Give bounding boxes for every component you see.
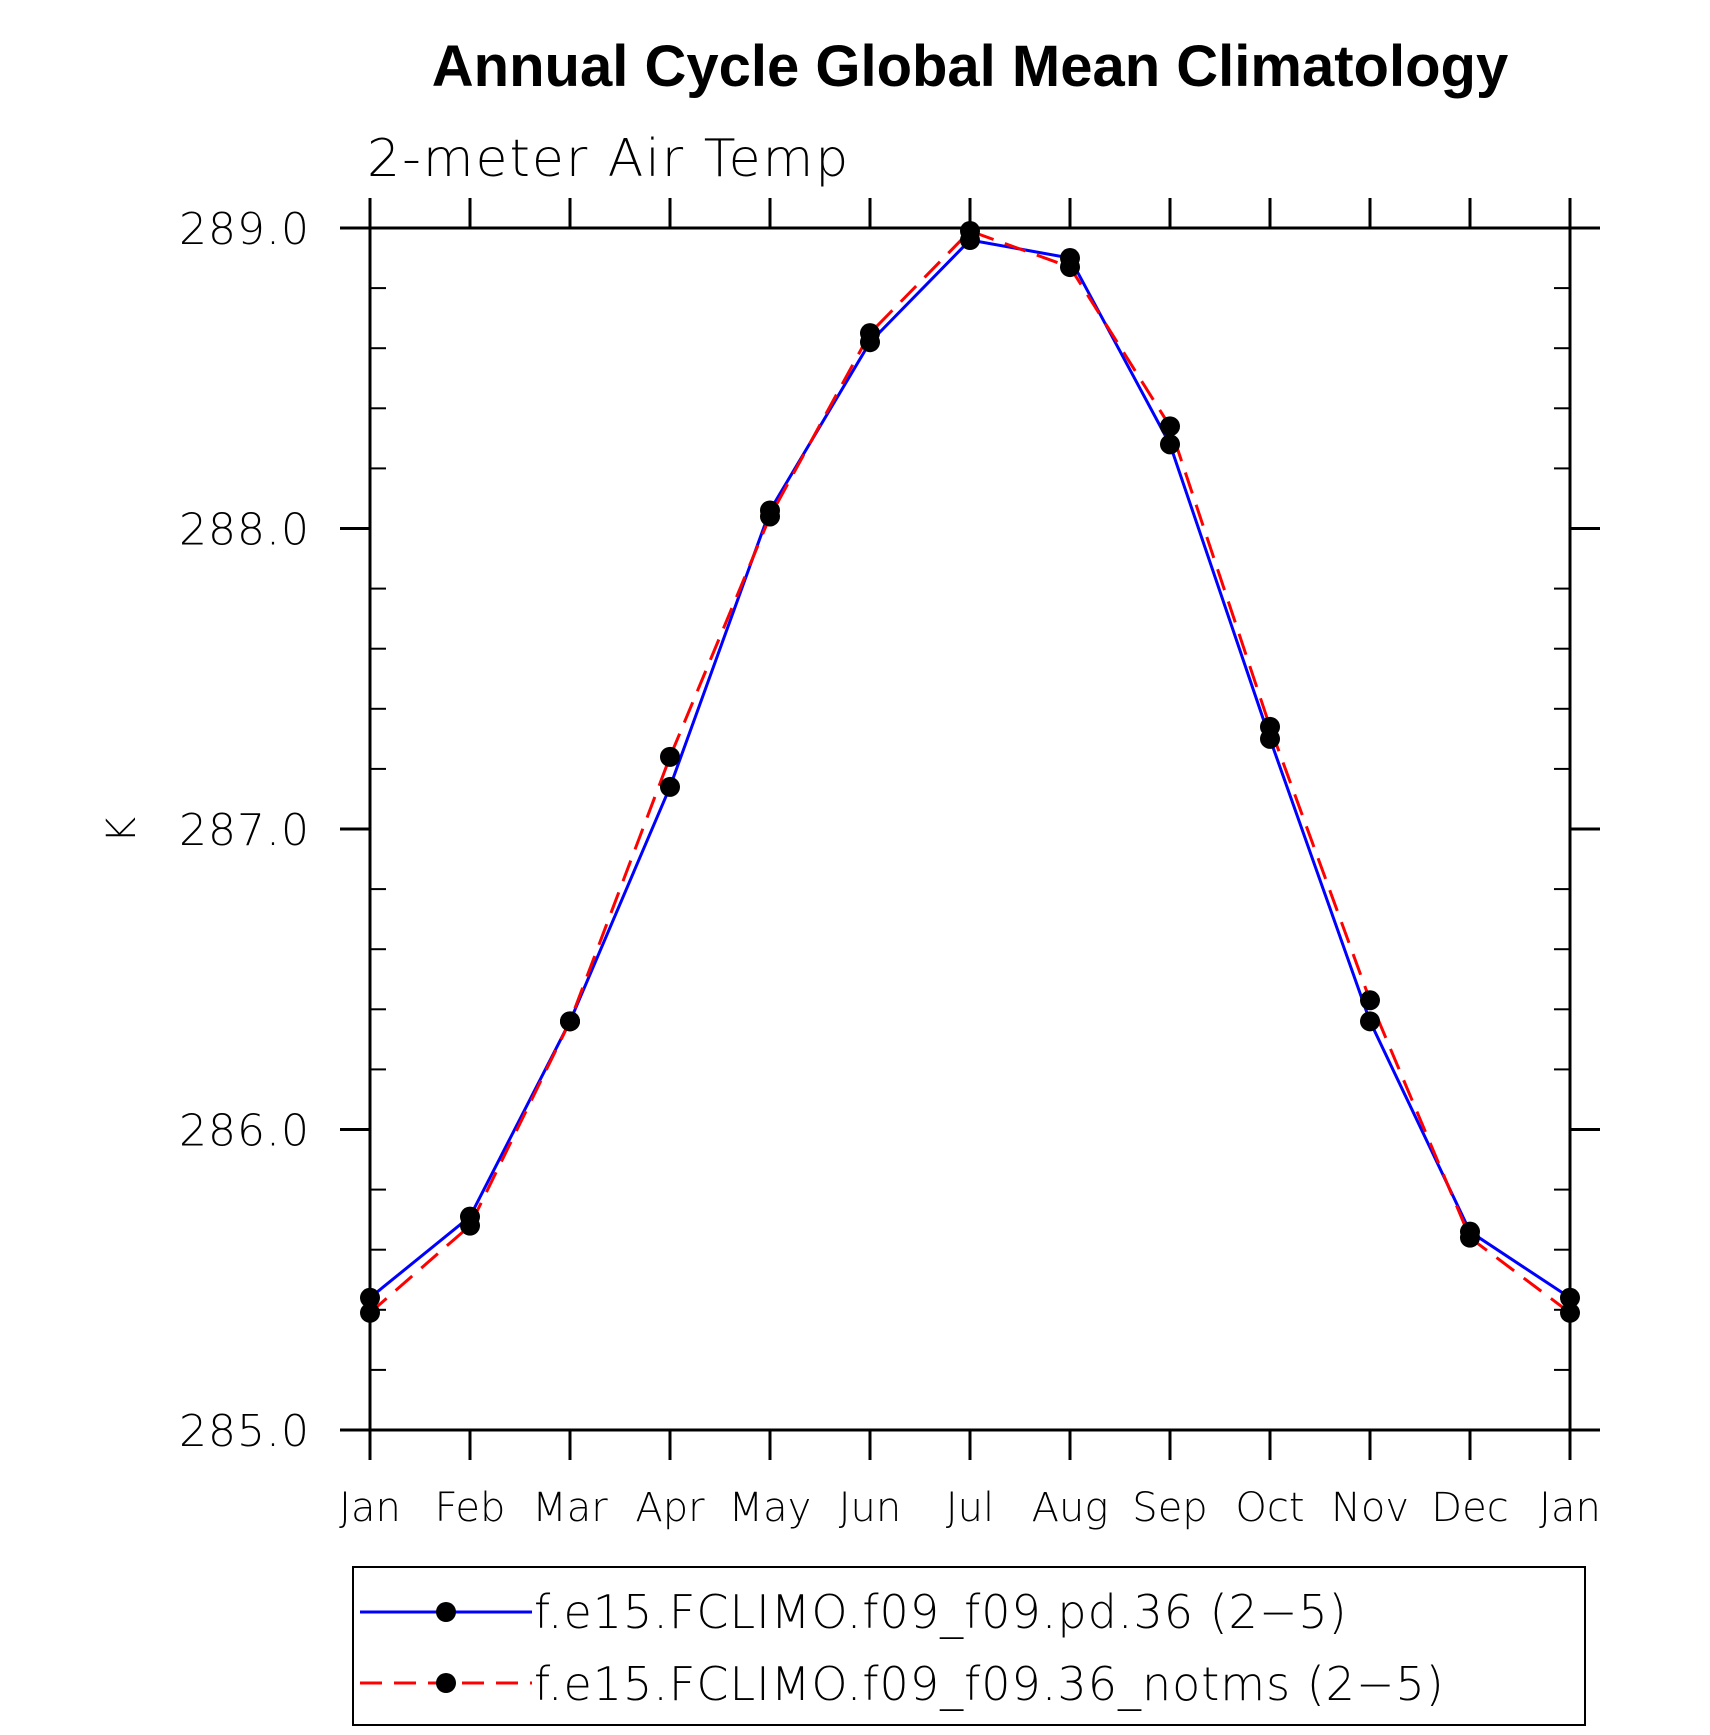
x-tick-label: Nov bbox=[1331, 1485, 1409, 1531]
y-tick-label: 286.0 bbox=[179, 1106, 310, 1157]
x-tick-label: Jan bbox=[1539, 1485, 1601, 1531]
x-tick-label: Oct bbox=[1235, 1485, 1304, 1531]
y-tick-label: 287.0 bbox=[179, 805, 310, 856]
legend-label-series-2: f.e15.FCLIMO.f09_f09.36_notms (2−5) bbox=[534, 1657, 1445, 1711]
legend-label-series-1: f.e15.FCLIMO.f09_f09.pd.36 (2−5) bbox=[534, 1585, 1348, 1639]
chart-subtitle: 2-meter Air Temp bbox=[367, 129, 850, 189]
x-tick-label: Jan bbox=[339, 1485, 401, 1531]
data-point-series-2 bbox=[860, 323, 880, 344]
data-point-series-1 bbox=[360, 1287, 380, 1308]
data-point-series-1 bbox=[1160, 434, 1180, 455]
series-line-2 bbox=[369, 229, 1571, 1315]
legend: f.e15.FCLIMO.f09_f09.pd.36 (2−5) f.e15.F… bbox=[352, 1566, 1586, 1726]
data-point-series-1 bbox=[660, 776, 680, 797]
data-point-series-2 bbox=[1260, 716, 1280, 737]
y-tick-label: 285.0 bbox=[179, 1406, 310, 1457]
y-tick-label: 289.0 bbox=[179, 204, 310, 255]
x-tick-label: Apr bbox=[635, 1485, 705, 1531]
data-point-series-2 bbox=[560, 1011, 580, 1032]
data-point-series-2 bbox=[1160, 416, 1180, 437]
data-point-series-2 bbox=[460, 1215, 480, 1236]
series-lines bbox=[369, 229, 1571, 1315]
data-markers bbox=[360, 221, 1580, 1323]
x-tick-label: Aug bbox=[1032, 1485, 1109, 1531]
x-tick-label: Sep bbox=[1132, 1485, 1207, 1531]
legend-box bbox=[352, 1566, 1586, 1726]
x-tick-label: Jul bbox=[946, 1485, 994, 1531]
data-point-series-2 bbox=[1560, 1302, 1580, 1323]
data-point-series-1 bbox=[1560, 1287, 1580, 1308]
axes: Jan Feb Mar Apr May Jun Jul Aug Sep Oct Nov Dec Jan 2… bbox=[179, 198, 1601, 1531]
data-point-series-2 bbox=[1060, 257, 1080, 278]
data-point-series-2 bbox=[1460, 1227, 1480, 1248]
x-tick-label: Mar bbox=[532, 1485, 608, 1531]
plot-frame bbox=[368, 226, 1572, 1432]
data-point-series-1 bbox=[1360, 1011, 1380, 1032]
x-tick-label: Jun bbox=[839, 1485, 902, 1531]
y-axis-label: K bbox=[99, 817, 145, 843]
legend-marker-series-2 bbox=[436, 1673, 456, 1693]
x-tick-label: Dec bbox=[1431, 1485, 1508, 1531]
data-point-series-2 bbox=[1360, 990, 1380, 1011]
data-point-series-2 bbox=[760, 506, 780, 527]
data-point-series-2 bbox=[660, 746, 680, 767]
data-point-series-2 bbox=[360, 1302, 380, 1323]
legend-marker-series-1 bbox=[436, 1602, 456, 1622]
chart-title: Annual Cycle Global Mean Climatology bbox=[432, 34, 1508, 99]
data-point-series-2 bbox=[960, 221, 980, 242]
series-line-1 bbox=[369, 238, 1571, 1300]
x-tick-label: May bbox=[729, 1485, 812, 1531]
x-tick-label: Feb bbox=[435, 1485, 506, 1531]
y-tick-label: 288.0 bbox=[179, 505, 310, 556]
